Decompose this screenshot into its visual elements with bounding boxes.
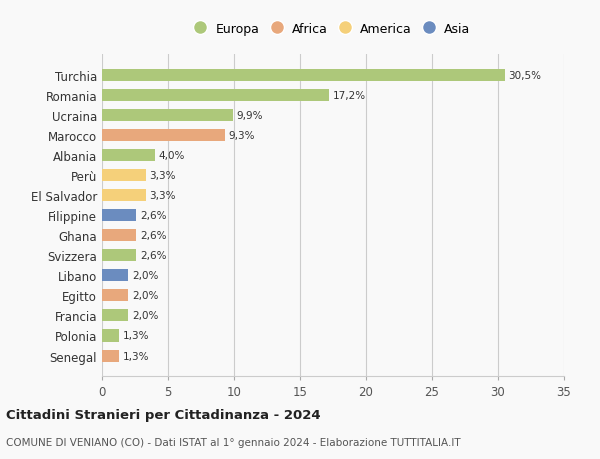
Text: 3,3%: 3,3% [149,191,176,201]
Text: 3,3%: 3,3% [149,171,176,181]
Bar [102,210,136,222]
Bar [102,270,128,282]
Bar [102,70,505,82]
Text: Cittadini Stranieri per Cittadinanza - 2024: Cittadini Stranieri per Cittadinanza - 2… [6,408,320,421]
Bar [102,170,146,182]
Text: 9,9%: 9,9% [236,111,263,121]
Text: 1,3%: 1,3% [123,351,149,361]
Text: 2,6%: 2,6% [140,211,167,221]
Bar [102,90,329,102]
Text: 2,6%: 2,6% [140,251,167,261]
Bar [102,350,119,362]
Bar [102,330,119,342]
Bar [102,250,136,262]
Text: 17,2%: 17,2% [333,91,366,101]
Legend: Europa, Africa, America, Asia: Europa, Africa, America, Asia [191,20,475,40]
Text: 1,3%: 1,3% [123,331,149,341]
Text: 2,0%: 2,0% [133,311,159,321]
Bar [102,230,136,242]
Bar [102,190,146,202]
Text: COMUNE DI VENIANO (CO) - Dati ISTAT al 1° gennaio 2024 - Elaborazione TUTTITALIA: COMUNE DI VENIANO (CO) - Dati ISTAT al 1… [6,437,461,447]
Bar [102,130,225,142]
Bar [102,110,233,122]
Bar [102,310,128,322]
Text: 9,3%: 9,3% [229,131,255,141]
Text: 2,0%: 2,0% [133,271,159,281]
Bar [102,150,155,162]
Text: 2,0%: 2,0% [133,291,159,301]
Text: 2,6%: 2,6% [140,231,167,241]
Text: 4,0%: 4,0% [159,151,185,161]
Bar [102,290,128,302]
Text: 30,5%: 30,5% [509,71,542,81]
